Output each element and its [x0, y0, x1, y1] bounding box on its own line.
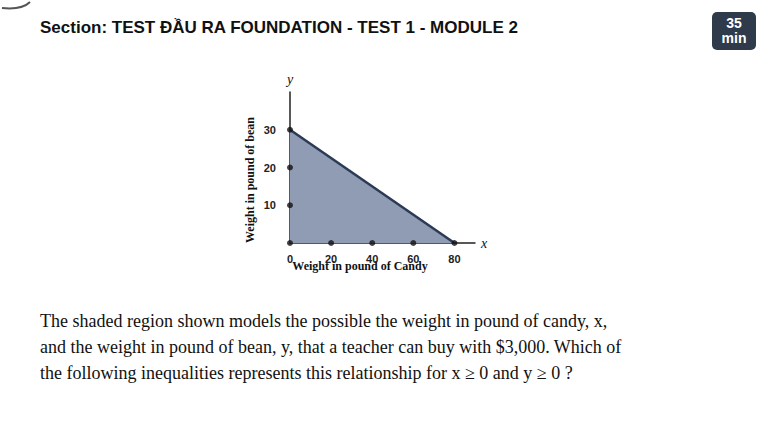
html-text:and the weight in pound of bea: and the weight in pound of bean, y, that… — [40, 337, 622, 357]
svg-text:20: 20 — [325, 253, 337, 265]
svg-text:20: 20 — [264, 162, 276, 174]
html-text:The shaded region shown models: The shaded region shown models the possi… — [40, 311, 608, 331]
svg-text:0: 0 — [287, 253, 293, 265]
svg-text:40: 40 — [366, 253, 378, 265]
html-text:min: min — [721, 30, 747, 46]
svg-text:Weight in pound of bean: Weight in pound of bean — [243, 117, 257, 243]
html-text:35: 35 — [726, 15, 742, 31]
svg-text:30: 30 — [264, 124, 276, 136]
html-text:Section: TEST ĐẦU RA FOUNDATIO: Section: TEST ĐẦU RA FOUNDATION - TEST 1… — [40, 18, 518, 37]
svg-text:80: 80 — [448, 253, 460, 265]
svg-text:Weight in pound of Candy: Weight in pound of Candy — [292, 259, 428, 273]
svg-text:x: x — [480, 236, 488, 251]
svg-text:y: y — [285, 72, 294, 87]
svg-text:60: 60 — [407, 253, 419, 265]
html-text:the following inequalities rep: the following inequalities represents th… — [40, 363, 573, 383]
svg-text:10: 10 — [264, 199, 276, 211]
